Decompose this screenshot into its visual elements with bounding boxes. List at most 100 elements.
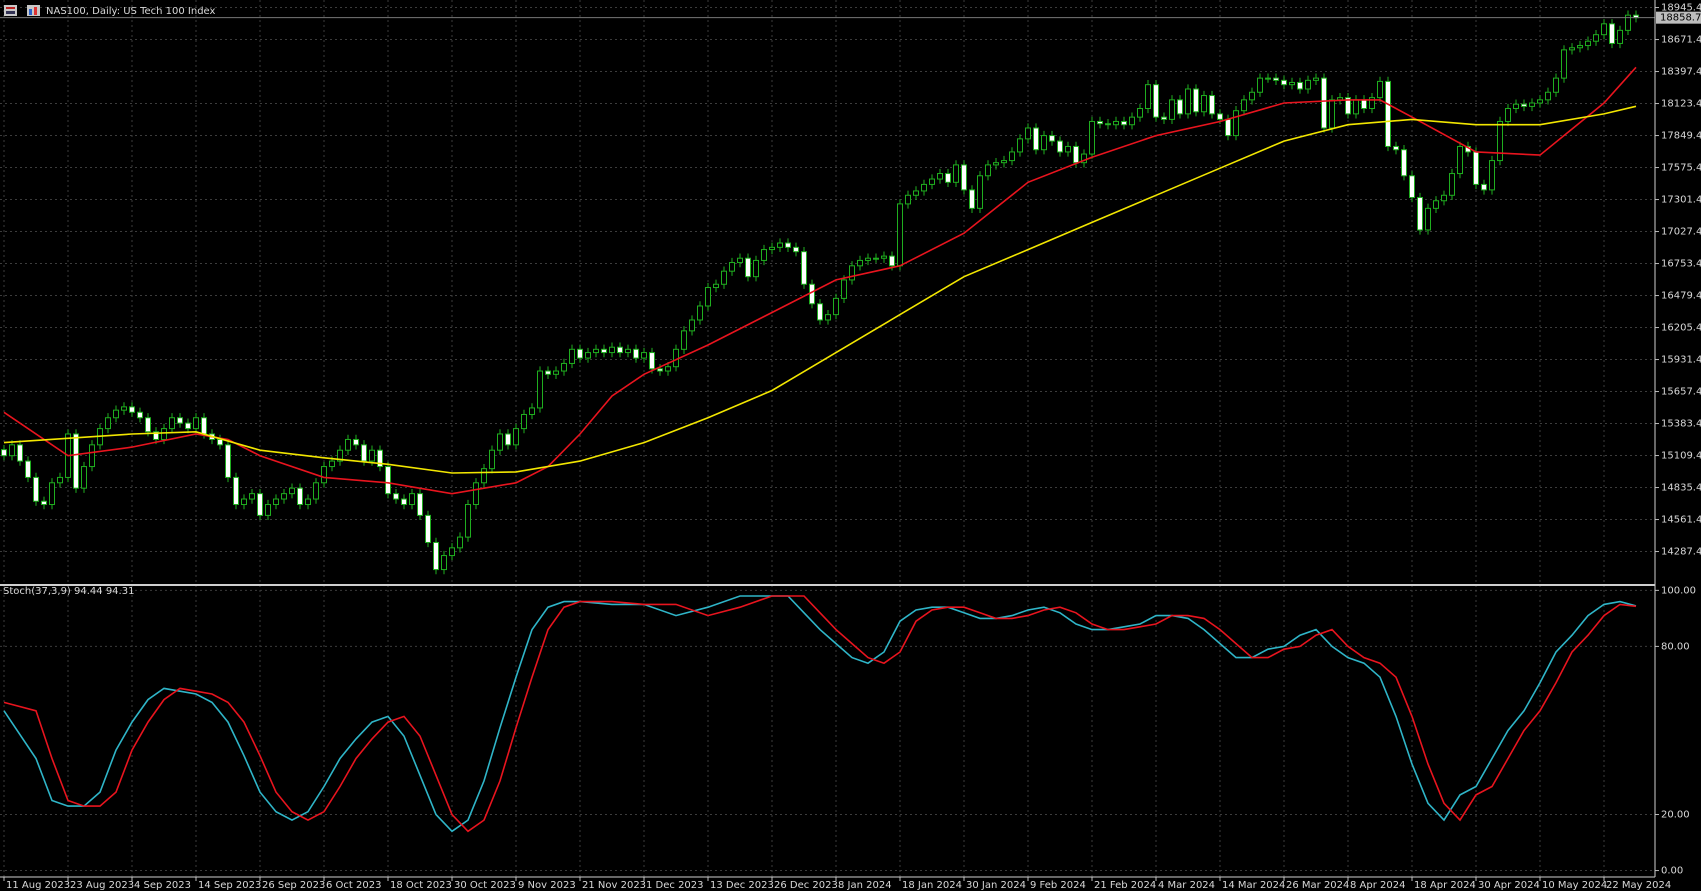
- x-tick-label: 9 Nov 2023: [518, 880, 576, 891]
- moving-average: [3, 66, 1637, 495]
- candle-body: [961, 164, 967, 191]
- candles: [1, 10, 1639, 575]
- candle-body: [1097, 120, 1103, 125]
- x-tick-label: 8 Apr 2024: [1350, 880, 1405, 891]
- x-tick-label: 1 Dec 2023: [646, 880, 704, 891]
- candle-body: [545, 370, 551, 375]
- candle-body: [1577, 45, 1583, 49]
- candle-body: [801, 251, 807, 285]
- candle-body: [281, 493, 287, 500]
- candle-body: [561, 362, 567, 372]
- candle-body: [1193, 88, 1199, 113]
- candle-body: [1305, 79, 1311, 90]
- candle-body: [1113, 120, 1119, 126]
- candle-body: [185, 422, 191, 430]
- candle-body: [793, 246, 799, 253]
- candle-body: [1601, 23, 1607, 36]
- candle-body: [1505, 107, 1511, 122]
- y-tick-label: 18671.4: [1661, 35, 1701, 46]
- x-tick-label: 13 Dec 2023: [710, 880, 774, 891]
- candle-body: [985, 164, 991, 177]
- x-tick-label: 22 May 2024: [1606, 880, 1671, 891]
- candle-body: [1361, 99, 1367, 109]
- candle-body: [737, 257, 743, 264]
- candle-body: [681, 330, 687, 350]
- candle-body: [377, 449, 383, 468]
- y-tick-label: 15657.4: [1661, 387, 1701, 398]
- candle-body: [457, 536, 463, 549]
- last-price-box: [1656, 11, 1701, 24]
- candle-body: [1217, 113, 1223, 120]
- candle-body: [345, 438, 351, 451]
- candle-body: [1329, 99, 1335, 129]
- candle-body: [1233, 110, 1239, 137]
- candle-body: [1001, 160, 1007, 164]
- candle-body: [265, 504, 271, 516]
- chart-title: NAS100, Daily: US Tech 100 Index: [46, 6, 216, 17]
- candle-body: [217, 438, 223, 446]
- icon: [6, 11, 15, 14]
- candle-body: [1393, 145, 1399, 151]
- x-tick-label: 14 Mar 2024: [1222, 880, 1285, 891]
- icon: [6, 7, 15, 9]
- y-tick-label: 17849.4: [1661, 131, 1701, 142]
- candle-body: [945, 173, 951, 183]
- candle-body: [1281, 79, 1287, 86]
- candle-body: [121, 406, 127, 411]
- candle-body: [633, 348, 639, 359]
- x-tick-label: 26 Sep 2023: [262, 880, 325, 891]
- candle-body: [369, 449, 375, 462]
- candle-body: [353, 438, 359, 446]
- candle-body: [1537, 99, 1543, 104]
- moving-average: [3, 105, 1637, 474]
- candle-body: [1137, 107, 1143, 118]
- candle-body: [73, 433, 79, 489]
- candle-body: [1561, 49, 1567, 79]
- candle-body: [489, 449, 495, 470]
- candle-body: [1617, 29, 1623, 44]
- candle-body: [9, 444, 15, 457]
- candle-body: [17, 444, 23, 462]
- y-tick-label: 18945.4: [1661, 3, 1701, 14]
- candle-body: [745, 257, 751, 278]
- y-tick-label: 15109.4: [1661, 451, 1701, 462]
- candle-body: [1609, 23, 1615, 44]
- candle-body: [49, 482, 55, 506]
- y-tick-label: 16479.4: [1661, 291, 1701, 302]
- candle-body: [809, 283, 815, 305]
- candle-body: [521, 413, 527, 430]
- candle-body: [89, 444, 95, 468]
- candle-body: [289, 487, 295, 495]
- candle-body: [1473, 151, 1479, 185]
- candle-body: [305, 498, 311, 506]
- x-tick-label: 18 Oct 2023: [390, 880, 452, 891]
- candle-body: [649, 352, 655, 370]
- y-tick-label: 17027.4: [1661, 227, 1701, 238]
- candle-body: [1169, 99, 1175, 120]
- symbol-icons: [4, 5, 40, 16]
- candle-body: [1249, 91, 1255, 101]
- candle-body: [601, 348, 607, 354]
- indicator-line: [3, 595, 1637, 833]
- candle-body: [105, 417, 111, 430]
- y-tick-label: 0.00: [1661, 866, 1683, 877]
- candle-body: [385, 466, 391, 495]
- x-tick-label: 11 Aug 2023: [6, 880, 70, 891]
- candle-body: [257, 493, 263, 516]
- x-tick-label: 6 Oct 2023: [326, 880, 381, 891]
- candle-body: [817, 303, 823, 321]
- candle-body: [153, 431, 159, 440]
- y-tick-label: 17301.4: [1661, 195, 1701, 206]
- candle-body: [513, 428, 519, 446]
- candle-body: [1257, 77, 1263, 93]
- candle-body: [697, 305, 703, 321]
- candle-body: [881, 255, 887, 259]
- candle-body: [1545, 91, 1551, 101]
- y-tick-label: 17575.4: [1661, 163, 1701, 174]
- candle-body: [57, 476, 63, 484]
- candle-body: [145, 417, 151, 433]
- candle-body: [241, 498, 247, 506]
- candle-body: [1369, 97, 1375, 109]
- candle-body: [1161, 116, 1167, 120]
